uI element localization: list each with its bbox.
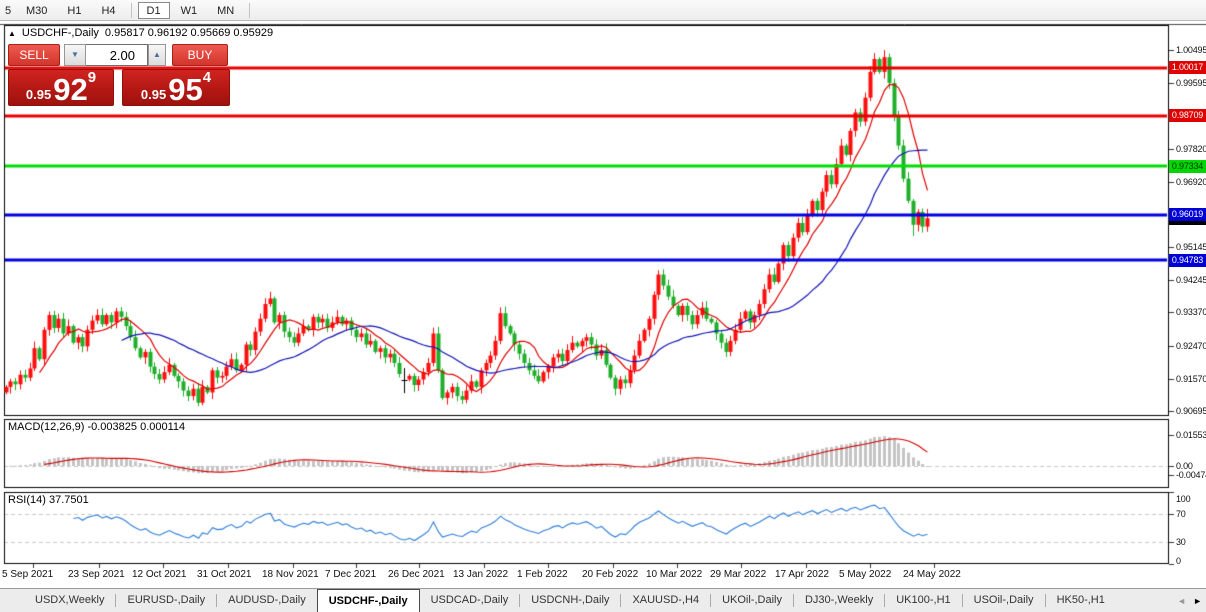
tab-scroll-right-icon[interactable]: ►: [1193, 596, 1202, 606]
tab-separator: [792, 594, 794, 607]
tab-separator: [216, 594, 218, 607]
rsi-tick-label: 100: [1176, 494, 1191, 504]
macd-tick-label: 0.015534: [1176, 430, 1206, 440]
price-tick-label: 0.94245: [1176, 275, 1206, 286]
pivot-line-badge: 0.97334: [1169, 159, 1206, 173]
triangle-up-icon: ▲: [153, 50, 161, 59]
price-tick-label: 0.90695: [1176, 406, 1206, 417]
price-tick-label: 1.00495: [1176, 44, 1206, 55]
chart-tab-usdcad-daily[interactable]: USDCAD-,Daily: [430, 594, 509, 606]
buy-price-prefix: 0.95: [140, 87, 167, 102]
chart-tab-xauusd-h4[interactable]: XAUUSD-,H4: [632, 594, 700, 606]
support-line-badge: 0.96019: [1169, 208, 1206, 222]
tab-separator: [884, 594, 886, 607]
sell-price-pips: 92: [53, 72, 88, 107]
buy-button[interactable]: BUY: [172, 44, 228, 66]
date-label: 10 Mar 2022: [646, 569, 703, 580]
rsi-indicator-label: RSI(14) 37.7501: [8, 494, 89, 506]
buy-price-point: 4: [202, 69, 212, 86]
date-label: 12 Oct 2021: [132, 569, 187, 580]
rsi-tick-label: 70: [1176, 508, 1186, 519]
resistance-line-badge: 1.00017: [1169, 61, 1206, 75]
price-tick-label: 0.91570: [1176, 373, 1206, 384]
tab-separator: [519, 594, 521, 607]
macd-indicator-label: MACD(12,26,9) -0.003825 0.000114: [8, 421, 186, 433]
date-label: 7 Dec 2021: [325, 569, 377, 580]
volume-decrease-button[interactable]: ▼: [64, 44, 86, 66]
chart-tab-bar: USDX,Weekly EURUSD-,Daily AUDUSD-,Daily USD…: [0, 588, 1206, 612]
date-label: 13 Jan 2022: [453, 569, 509, 580]
chart-tab-ukoil-daily[interactable]: UKOil-,Daily: [722, 594, 782, 606]
chart-tab-audusd-daily[interactable]: AUDUSD-,Daily: [228, 594, 306, 606]
date-label: 31 Oct 2021: [197, 569, 252, 580]
ohlc-values: 0.95817 0.96192 0.95669 0.95929: [104, 27, 274, 39]
date-label: 1 Feb 2022: [517, 569, 568, 580]
date-label: 29 Mar 2022: [710, 569, 767, 580]
price-tick-label: 0.97820: [1176, 143, 1206, 154]
resistance-line-badge: 0.98709: [1169, 109, 1206, 123]
date-label: 23 Sep 2021: [68, 569, 125, 580]
price-tick-label: 0.96920: [1176, 176, 1206, 187]
chart-tab-eurusd-daily[interactable]: EURUSD-,Daily: [127, 594, 206, 606]
volume-increase-button[interactable]: ▲: [148, 44, 166, 66]
date-label: 17 Apr 2022: [775, 569, 829, 580]
chart-tab-hk50-h1[interactable]: HK50-,H1: [1056, 594, 1105, 606]
chart-title: ▲ USDCHF-,Daily 0.95817 0.96192 0.95669 …: [8, 27, 273, 39]
rsi-tick-label: 0: [1176, 556, 1181, 566]
macd-tick-label: 0.00: [1176, 461, 1193, 471]
tab-separator: [710, 594, 712, 607]
price-tick-label: 0.92470: [1176, 340, 1206, 351]
chart-tab-usdx-weekly[interactable]: USDX,Weekly: [35, 594, 105, 606]
collapse-trade-panel-icon[interactable]: ▲: [8, 28, 16, 38]
chart-tab-dj30-weekly[interactable]: DJ30-,Weekly: [804, 594, 874, 606]
sell-price-prefix: 0.95: [25, 87, 52, 102]
date-label: 26 Dec 2021: [388, 569, 445, 580]
tab-scroll-left-icon[interactable]: ◄: [1177, 596, 1187, 606]
date-label: 20 Feb 2022: [582, 569, 639, 580]
macd-tick-label: -0.00474: [1176, 470, 1206, 481]
chart-tab-usoil-daily[interactable]: USOil-,Daily: [973, 594, 1034, 606]
tab-separator: [1044, 594, 1046, 607]
tab-separator: [620, 594, 622, 607]
price-tick-label: 0.99595: [1176, 78, 1206, 89]
date-label: 5 May 2022: [839, 569, 892, 580]
sell-price-point: 9: [87, 69, 97, 86]
tab-separator: [961, 594, 963, 607]
support-line-badge: 0.94783: [1169, 253, 1206, 267]
sell-button[interactable]: SELL: [8, 44, 60, 66]
sell-price-display[interactable]: 0.95 92 9: [8, 69, 114, 106]
one-click-trading-panel: SELL ▼ ▲ BUY 0.95 92 9 0.95 95 4: [8, 44, 230, 106]
triangle-down-icon: ▼: [71, 50, 79, 59]
symbol-period-label: USDCHF-,Daily: [21, 27, 99, 39]
buy-price-display[interactable]: 0.95 95 4: [122, 69, 230, 106]
chart-tab-usdchf-daily[interactable]: USDCHF-,Daily: [316, 589, 420, 612]
buy-price-pips: 95: [168, 72, 203, 107]
volume-input[interactable]: [86, 44, 148, 66]
date-label: 24 May 2022: [903, 569, 961, 580]
price-tick-label: 0.95145: [1176, 242, 1206, 253]
date-label: 5 Sep 2021: [2, 569, 54, 580]
chart-tab-usdcnh-daily[interactable]: USDCNH-,Daily: [531, 594, 610, 606]
rsi-tick-label: 30: [1176, 537, 1186, 548]
chart-tab-uk100-h1[interactable]: UK100-,H1: [896, 594, 951, 606]
date-label: 18 Nov 2021: [262, 569, 319, 580]
price-tick-label: 0.93370: [1176, 307, 1206, 318]
tab-separator: [115, 594, 117, 607]
